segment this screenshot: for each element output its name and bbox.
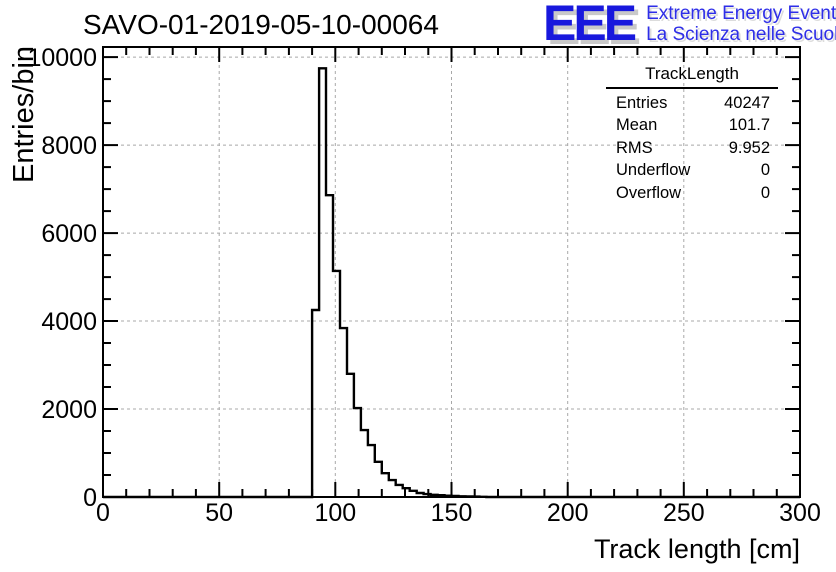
y-tick-label: 8000 (41, 132, 97, 160)
x-tick-label: 300 (779, 499, 821, 527)
stats-value: 0 (760, 161, 770, 180)
stats-label: Mean (616, 116, 658, 135)
x-tick-label: 100 (314, 499, 356, 527)
stats-row-mean: Mean 101.7 (616, 114, 770, 136)
x-axis-title: Track length [cm] (593, 534, 800, 564)
x-tick-label: 0 (96, 499, 110, 527)
y-tick-label: 0 (83, 484, 97, 512)
x-tick-label: 50 (205, 499, 233, 527)
stats-row-entries: Entries 40247 (616, 92, 770, 114)
stats-value: 0 (760, 183, 770, 202)
stats-row-rms: RMS 9.952 (616, 137, 770, 159)
eee-logo: EEE Extreme Energy Events La Scienza nel… (543, 0, 836, 51)
stats-label: Entries (616, 94, 668, 112)
y-tick-label: 6000 (41, 220, 97, 248)
eee-logo-line1: Extreme Energy Events (646, 3, 836, 24)
stats-box: TrackLength Entries 40247 Mean 101.7 RMS… (606, 63, 778, 204)
stats-box-title: TrackLength (606, 63, 778, 89)
x-tick-label: 150 (431, 499, 473, 527)
stats-label: Overflow (616, 183, 682, 202)
y-tick-label: 4000 (41, 308, 97, 336)
y-axis-title: Entries/bin (8, 45, 40, 183)
eee-logo-subtitle: Extreme Energy Events La Scienza nelle S… (646, 1, 836, 45)
stats-value: 9.952 (728, 138, 770, 157)
histogram-line (103, 67, 800, 499)
x-tick-label: 250 (663, 499, 705, 527)
stats-box-rows: Entries 40247 Mean 101.7 RMS 9.952 Under… (606, 89, 778, 204)
eee-logo-line2: La Scienza nelle Scuole (646, 24, 836, 45)
stats-label: RMS (616, 138, 653, 157)
plot-title: SAVO-01-2019-05-10-00064 (83, 9, 439, 40)
stats-label: Underflow (616, 161, 691, 180)
y-tick-label: 2000 (41, 396, 97, 424)
stats-row-overflow: Overflow 0 (616, 182, 770, 204)
stats-value: 40247 (724, 94, 770, 112)
y-tick-label: 10000 (27, 44, 97, 72)
stats-row-underflow: Underflow 0 (616, 159, 770, 181)
x-tick-label: 200 (547, 499, 589, 527)
eee-logo-acronym: EEE (543, 0, 637, 51)
stats-value: 101.7 (728, 116, 770, 135)
